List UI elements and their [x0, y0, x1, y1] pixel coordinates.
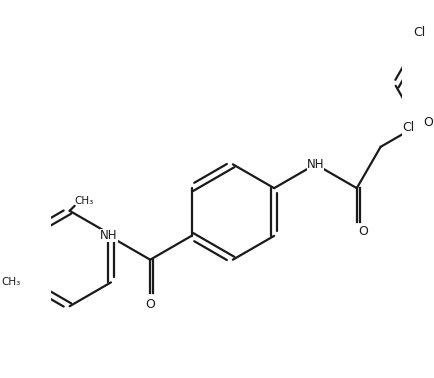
Text: NH: NH [306, 158, 323, 171]
Text: Cl: Cl [412, 26, 425, 39]
Text: Cl: Cl [401, 121, 414, 133]
Text: O: O [145, 298, 155, 311]
Text: NH: NH [100, 229, 117, 242]
Text: CH₃: CH₃ [75, 196, 94, 206]
Text: CH₃: CH₃ [2, 277, 21, 287]
Text: O: O [357, 225, 367, 238]
Text: O: O [422, 116, 432, 130]
